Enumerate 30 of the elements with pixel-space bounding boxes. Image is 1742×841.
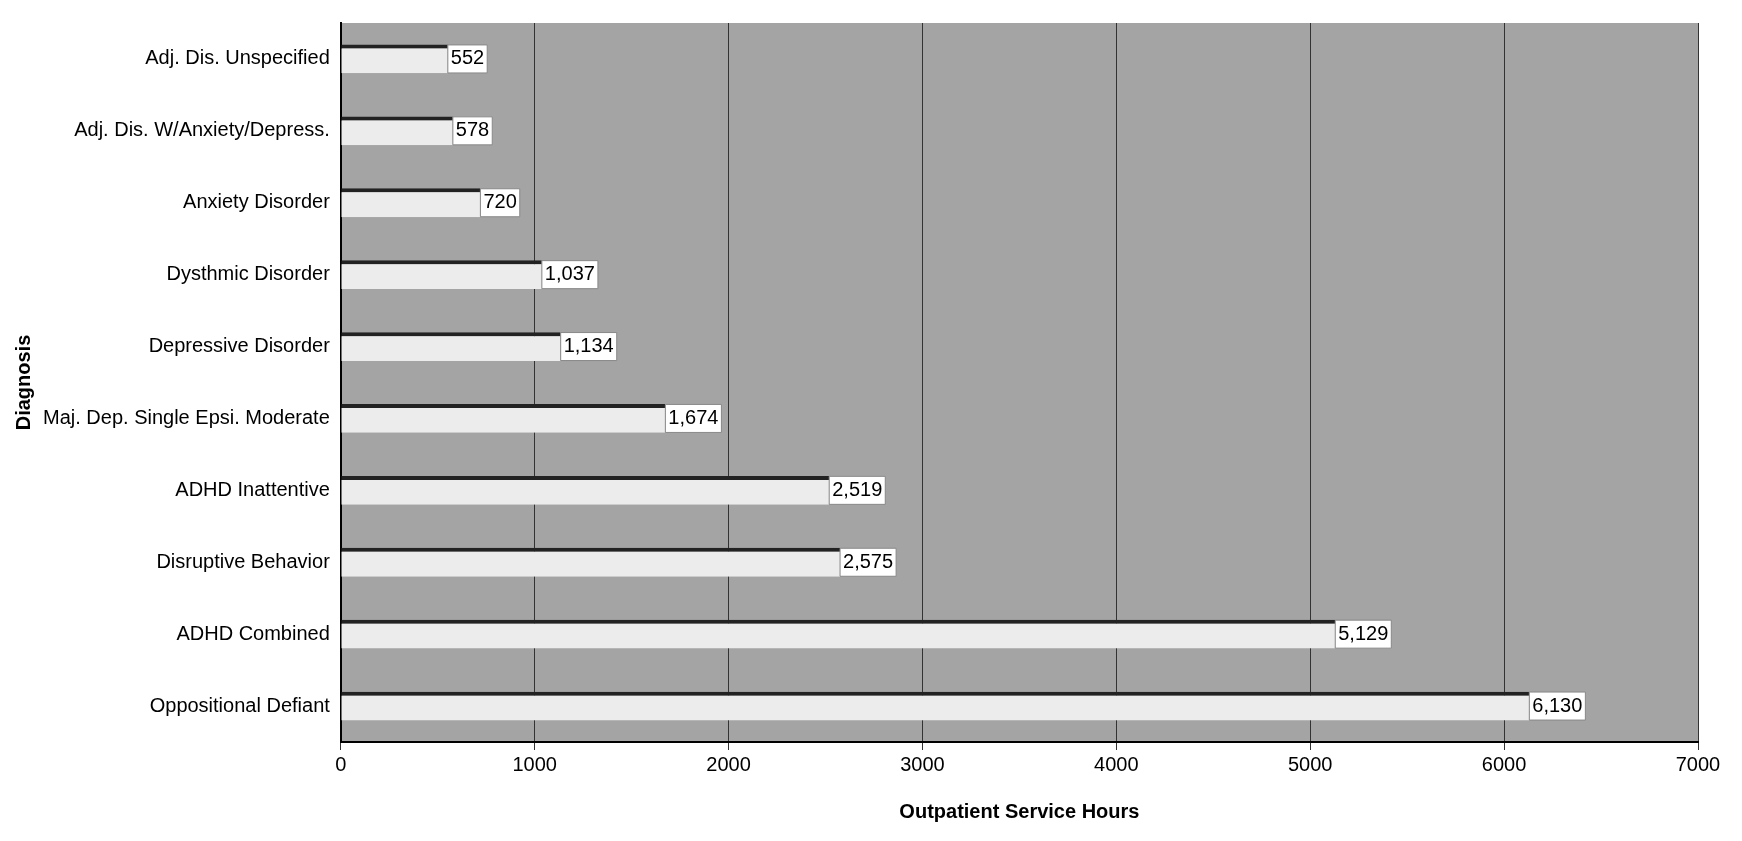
- y-tick-label: Dysthmic Disorder: [166, 262, 331, 285]
- x-tick-label: 0: [335, 752, 347, 775]
- data-label: 552: [450, 46, 485, 69]
- y-tick-label: Adj. Dis. W/Anxiety/Depress.: [74, 118, 330, 141]
- y-tick-label: Maj. Dep. Single Epsi. Moderate: [42, 405, 330, 428]
- data-label: 1,674: [668, 405, 719, 428]
- data-label: 1,134: [563, 334, 614, 357]
- x-tick-label: 5000: [1287, 752, 1333, 775]
- x-tick-label: 1000: [512, 752, 557, 775]
- data-label: 6,130: [1532, 693, 1583, 716]
- y-tick-label: Adj. Dis. Unspecified: [145, 46, 330, 69]
- y-tick-label: Depressive Disorder: [148, 334, 331, 357]
- data-label: 2,575: [843, 549, 894, 572]
- y-axis-title: Diagnosis: [11, 334, 34, 431]
- data-label: 2,519: [832, 477, 883, 500]
- data-label: 578: [455, 118, 490, 141]
- data-label: 720: [483, 190, 517, 213]
- x-tick-label: 6000: [1481, 752, 1527, 775]
- y-tick-label: ADHD Combined: [176, 621, 330, 644]
- x-tick-label: 3000: [900, 752, 945, 775]
- y-tick-label: Anxiety Disorder: [183, 190, 331, 213]
- data-label: 1,037: [544, 262, 595, 285]
- y-tick-label: ADHD Inattentive: [175, 477, 330, 500]
- x-tick-label: 7000: [1675, 752, 1721, 775]
- y-tick-label: Disruptive Behavior: [156, 549, 331, 572]
- x-tick-label: 4000: [1094, 752, 1139, 775]
- data-label: 5,129: [1338, 621, 1389, 644]
- y-tick-label: Oppositional Defiant: [149, 693, 331, 716]
- x-tick-label: 2000: [706, 752, 751, 775]
- x-axis-title: Outpatient Service Hours: [899, 799, 1140, 822]
